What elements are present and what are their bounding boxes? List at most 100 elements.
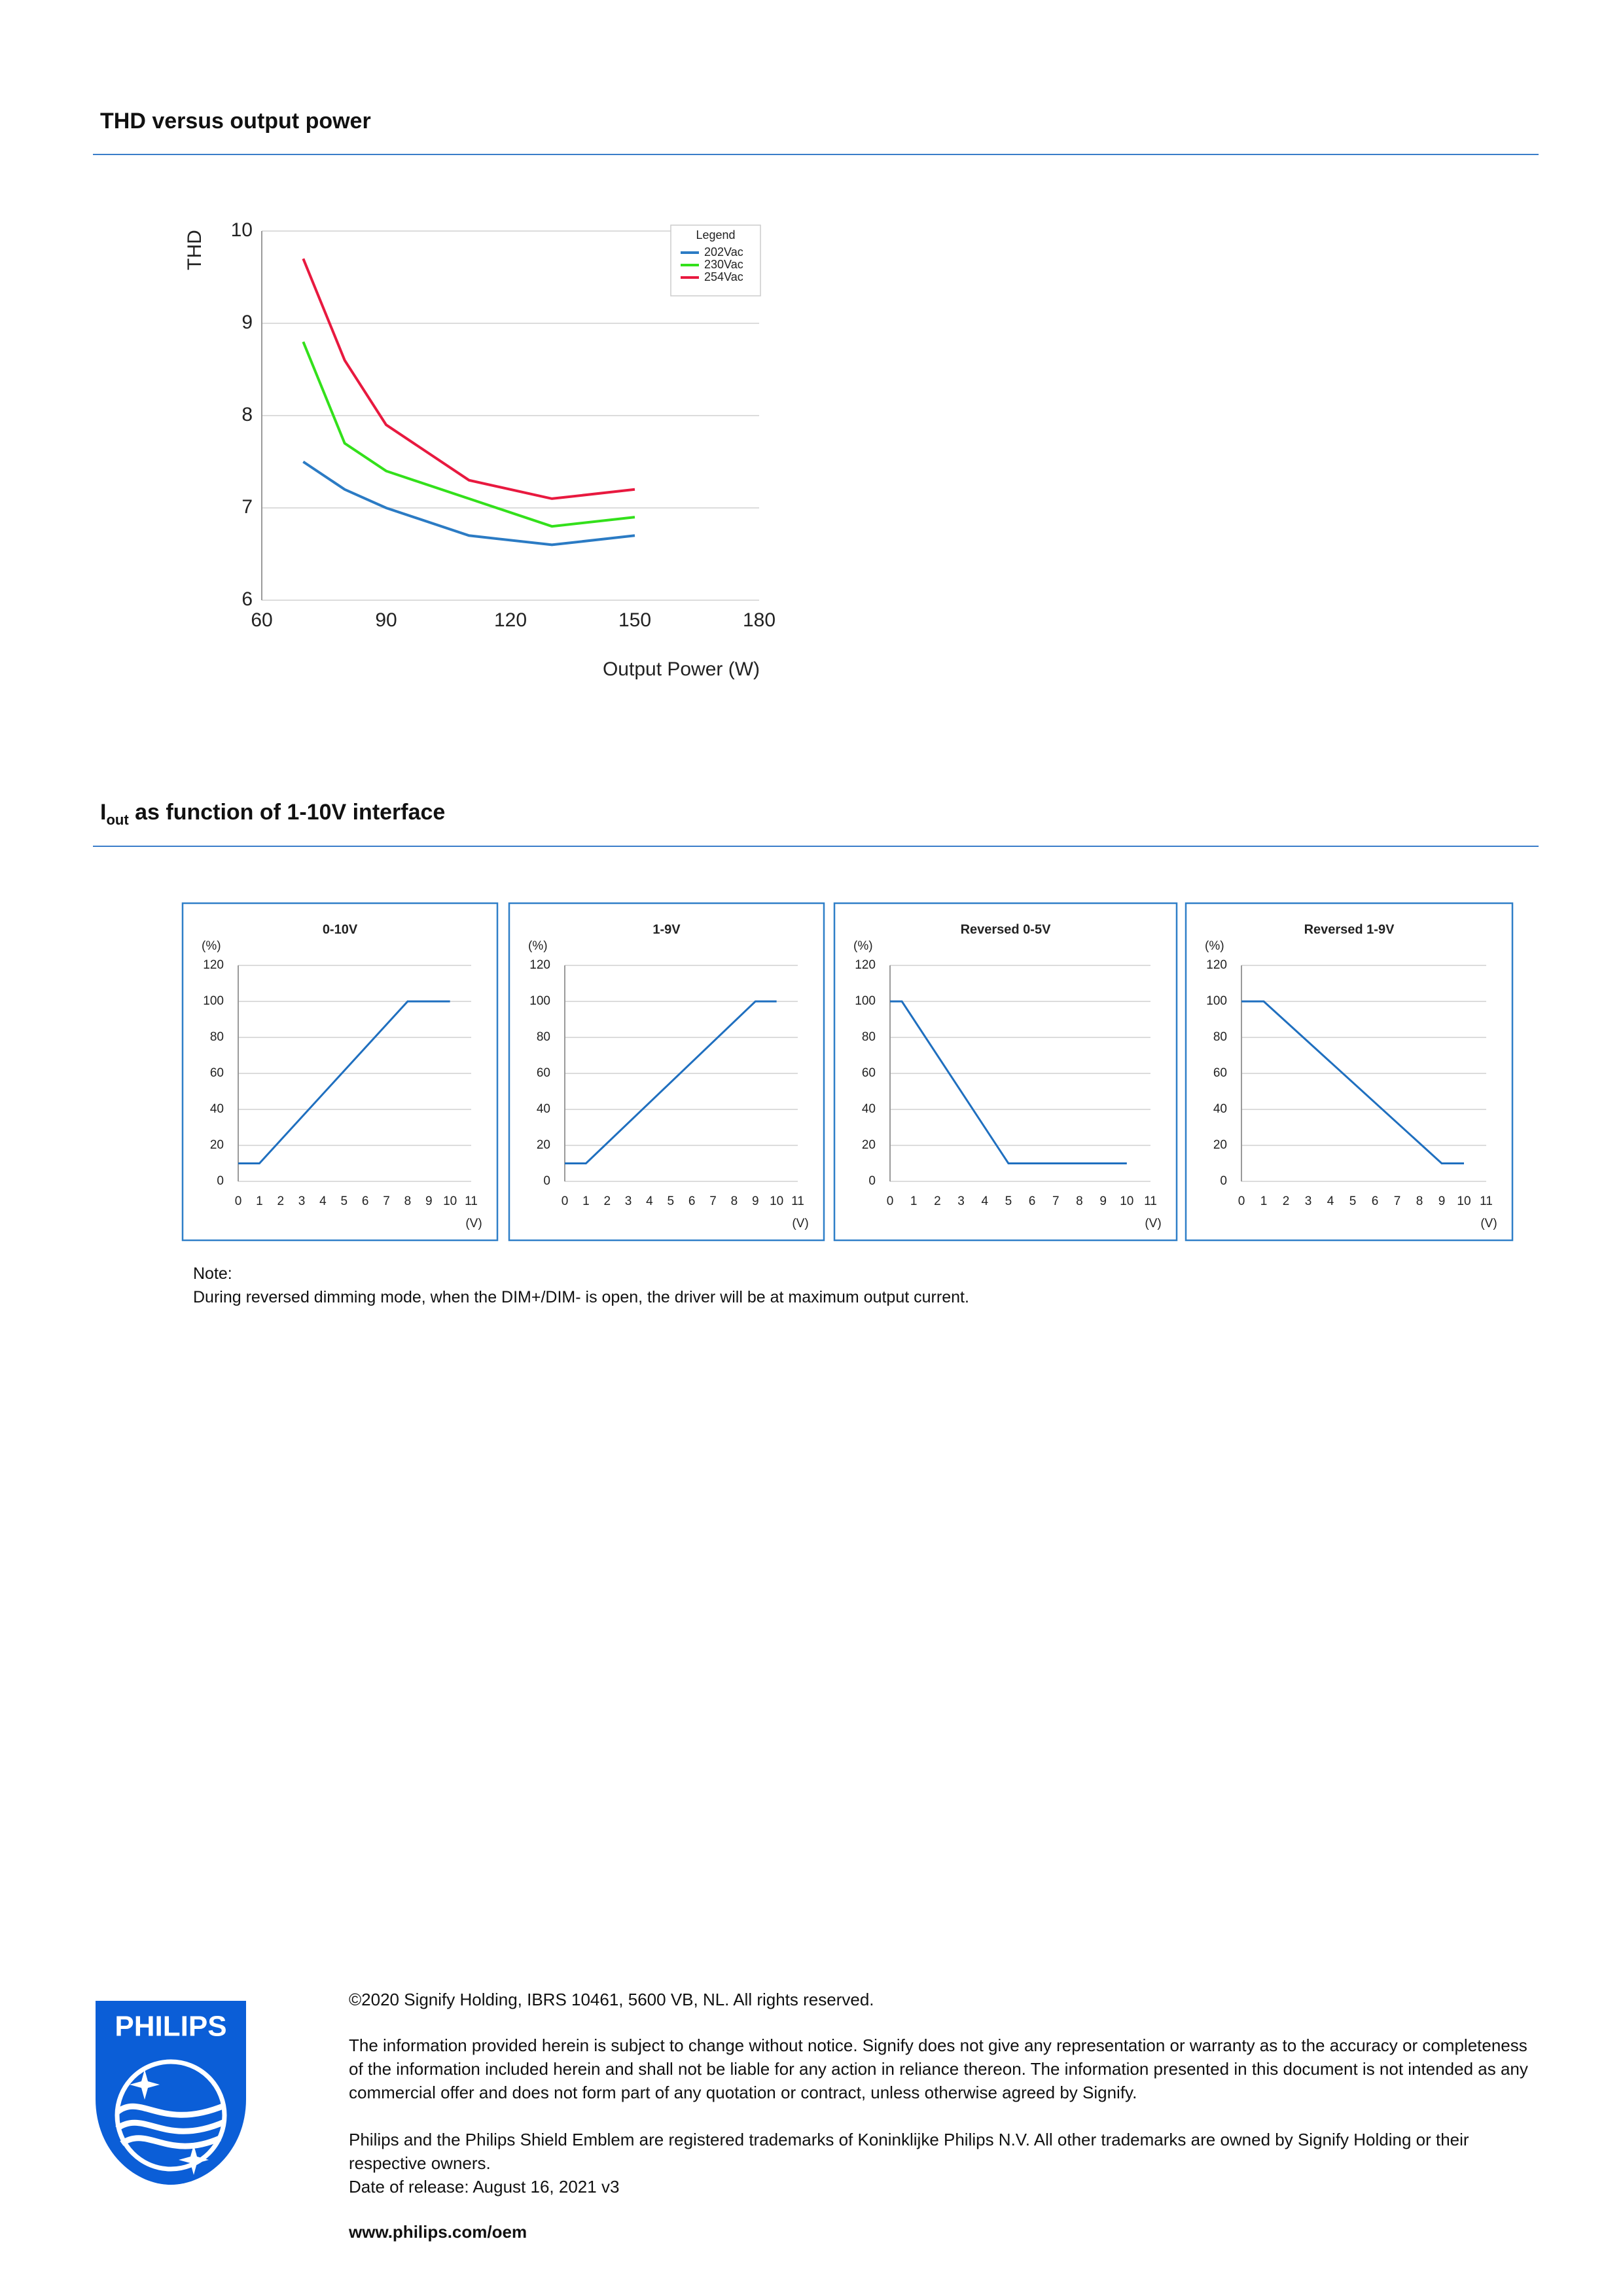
- data-line: [1241, 1000, 1464, 1164]
- philips-logo: PHILIPS: [96, 2001, 246, 2185]
- logo-circle: [115, 2059, 227, 2172]
- x-tick-label: 7: [1394, 1194, 1401, 1208]
- panel-frame: [181, 902, 499, 1242]
- x-tick-label: 1: [1260, 1194, 1268, 1208]
- y-tick-label: 100: [203, 994, 224, 1008]
- x-tick-label: 2: [603, 1194, 611, 1208]
- rule: [93, 846, 1539, 847]
- data-line: [302, 460, 635, 547]
- y-tick-label: 60: [1213, 1066, 1227, 1080]
- y-tick-label: 80: [210, 1030, 224, 1044]
- y-tick-label: 7: [241, 496, 253, 518]
- copyright: ©2020 Signify Holding, IBRS 10461, 5600 …: [349, 1990, 874, 2009]
- x-tick-label: 9: [752, 1194, 759, 1208]
- x-tick-label: 11: [1144, 1194, 1157, 1208]
- x-tick-label: 11: [791, 1194, 804, 1208]
- x-tick-label: 8: [731, 1194, 738, 1208]
- panel-frame: [508, 902, 825, 1242]
- x-tick-label: 0: [887, 1194, 894, 1208]
- y-tick-label: 40: [537, 1102, 550, 1116]
- legend-label: 202Vac: [704, 245, 743, 259]
- y-tick-label: 20: [210, 1138, 224, 1152]
- x-tick-label: 6: [1029, 1194, 1036, 1208]
- rule: [93, 154, 1539, 155]
- section-heading: THD versus output power: [100, 109, 371, 134]
- y-axis-label: THD: [184, 230, 205, 270]
- y-tick-label: 20: [537, 1138, 550, 1152]
- y-tick-label: 100: [855, 994, 876, 1008]
- y-unit: (%): [1205, 939, 1224, 953]
- x-tick-label: 7: [709, 1194, 717, 1208]
- x-tick-label: 120: [494, 609, 527, 631]
- x-tick-label: 0: [562, 1194, 569, 1208]
- x-tick-label: 6: [362, 1194, 369, 1208]
- y-tick-label: 100: [1206, 994, 1227, 1008]
- y-tick-label: 9: [241, 312, 253, 333]
- x-tick-label: 10: [1120, 1194, 1133, 1208]
- x-tick-label: 60: [251, 609, 272, 631]
- x-tick-label: 10: [770, 1194, 783, 1208]
- panel-title: 1-9V: [652, 922, 681, 937]
- x-tick-label: 4: [646, 1194, 653, 1208]
- y-tick-label: 20: [1213, 1138, 1227, 1152]
- y-tick-label: 10: [231, 219, 253, 241]
- data-line: [238, 1000, 450, 1164]
- x-tick-label: 3: [298, 1194, 306, 1208]
- trademarks: Philips and the Philips Shield Emblem ar…: [349, 2130, 1469, 2173]
- legend-title: Legend: [696, 228, 735, 242]
- y-tick-label: 0: [543, 1174, 550, 1188]
- x-tick-label: 9: [425, 1194, 433, 1208]
- panel-title: 0-10V: [323, 922, 358, 937]
- x-tick-label: 11: [465, 1194, 478, 1208]
- x-tick-label: 2: [934, 1194, 941, 1208]
- x-tick-label: 3: [625, 1194, 632, 1208]
- y-tick-label: 8: [241, 404, 253, 425]
- y-tick-label: 0: [217, 1174, 224, 1188]
- data-line: [565, 1000, 777, 1164]
- y-unit: (%): [528, 939, 548, 953]
- x-tick-label: 90: [375, 609, 397, 631]
- panel-title: Reversed 0-5V: [961, 922, 1052, 937]
- x-tick-label: 3: [957, 1194, 965, 1208]
- legend-label: 230Vac: [704, 258, 743, 271]
- x-tick-label: 8: [404, 1194, 412, 1208]
- y-tick-label: 120: [529, 958, 550, 972]
- x-tick-label: 0: [1238, 1194, 1245, 1208]
- y-tick-label: 40: [210, 1102, 224, 1116]
- x-tick-label: 2: [1283, 1194, 1290, 1208]
- panel-title: Reversed 1-9V: [1304, 922, 1395, 937]
- x-tick-label: 8: [1076, 1194, 1083, 1208]
- x-tick-label: 5: [341, 1194, 348, 1208]
- y-unit: (%): [853, 939, 873, 953]
- x-tick-label: 1: [256, 1194, 263, 1208]
- x-tick-label: 10: [443, 1194, 457, 1208]
- y-unit: (%): [202, 939, 221, 953]
- y-tick-label: 40: [1213, 1102, 1227, 1116]
- heading-sub: out: [106, 811, 129, 828]
- x-tick-label: 4: [981, 1194, 988, 1208]
- x-unit: (V): [1145, 1217, 1161, 1230]
- y-tick-label: 6: [241, 588, 253, 610]
- x-tick-label: 1: [910, 1194, 918, 1208]
- x-tick-label: 6: [688, 1194, 696, 1208]
- logo-waves: [115, 2102, 226, 2149]
- section-heading: Iout as function of 1-10V interface: [100, 800, 445, 829]
- x-tick-label: 10: [1457, 1194, 1471, 1208]
- x-tick-label: 5: [1005, 1194, 1012, 1208]
- note-label: Note:: [193, 1265, 232, 1283]
- x-axis-label: Output Power (W): [603, 658, 760, 680]
- note-text: During reversed dimming mode, when the D…: [193, 1288, 969, 1306]
- y-tick-label: 60: [210, 1066, 224, 1080]
- y-tick-label: 80: [862, 1030, 876, 1044]
- y-tick-label: 60: [862, 1066, 876, 1080]
- x-tick-label: 7: [1052, 1194, 1060, 1208]
- website: www.philips.com/oem: [349, 2222, 527, 2242]
- release-date: Date of release: August 16, 2021 v3: [349, 2177, 620, 2197]
- x-tick-label: 9: [1438, 1194, 1446, 1208]
- x-unit: (V): [792, 1217, 808, 1230]
- heading-rest: as function of 1-10V interface: [128, 800, 446, 825]
- x-unit: (V): [465, 1217, 482, 1230]
- legend-box: [670, 224, 761, 296]
- x-tick-label: 4: [319, 1194, 327, 1208]
